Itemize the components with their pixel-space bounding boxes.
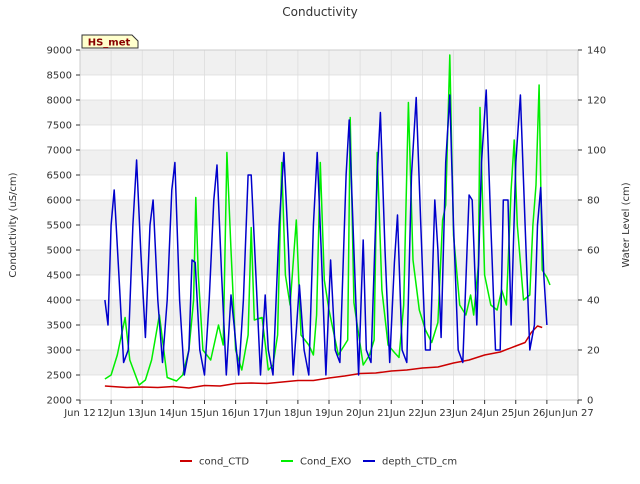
x-tick-label: 26Jun bbox=[533, 408, 561, 419]
x-axis-ticks: Jun 12 12Jun 13Jun 14Jun 15Jun 16Jun 17Jun 18Ju… bbox=[63, 400, 594, 419]
x-tick-label: 15Jun bbox=[190, 408, 218, 419]
right-tick-label: 100 bbox=[587, 146, 606, 157]
x-tick-label: 14Jun bbox=[159, 408, 187, 419]
right-tick-label: 20 bbox=[587, 346, 600, 357]
right-tick-label: 140 bbox=[587, 46, 606, 57]
legend: cond_CTD Cond_EXO depth_CTD_cm bbox=[180, 457, 457, 468]
x-tick-label: 18Jun bbox=[284, 408, 312, 419]
right-tick-label: 120 bbox=[587, 96, 606, 107]
x-tick-label: Jun 12 bbox=[63, 408, 96, 419]
x-tick-label: 13Jun bbox=[128, 408, 156, 419]
left-tick-label: 5500 bbox=[47, 221, 72, 232]
legend-label: depth_CTD_cm bbox=[382, 457, 457, 468]
left-tick-label: 4500 bbox=[47, 271, 72, 282]
left-tick-label: 7500 bbox=[47, 121, 72, 132]
legend-label: cond_CTD bbox=[199, 457, 249, 468]
x-tick-label: 21Jun bbox=[377, 408, 405, 419]
badge-box bbox=[81, 34, 139, 49]
x-tick-label: 23Jun bbox=[439, 408, 467, 419]
x-tick-label: 25Jun bbox=[502, 408, 530, 419]
station-badge: HS_met bbox=[81, 34, 139, 49]
right-axis-ticks: 0 20 40 60 80 100 120 140 bbox=[578, 46, 606, 407]
x-tick-label: 20Jun bbox=[346, 408, 374, 419]
right-tick-label: 60 bbox=[587, 246, 600, 257]
left-axis-ticks: 2000 2500 3000 3500 4000 4500 5000 5500 6000 6500… bbox=[47, 46, 80, 407]
x-tick-label: 19Jun bbox=[315, 408, 343, 419]
x-tick-label: 12Jun bbox=[97, 408, 125, 419]
series-line-Cond_EXO bbox=[104, 54, 551, 386]
left-tick-label: 3500 bbox=[47, 321, 72, 332]
left-tick-label: 3000 bbox=[47, 346, 72, 357]
right-tick-label: 0 bbox=[587, 396, 593, 407]
left-tick-label: 2000 bbox=[47, 396, 72, 407]
chart-title: Conductivity bbox=[282, 5, 357, 19]
left-tick-label: 2500 bbox=[47, 371, 72, 382]
right-axis-label: Water Level (cm) bbox=[621, 182, 632, 267]
legend-label: Cond_EXO bbox=[300, 457, 351, 468]
x-tick-label: Jun 27 bbox=[561, 408, 594, 419]
left-tick-label: 7000 bbox=[47, 146, 72, 157]
left-tick-label: 8500 bbox=[47, 71, 72, 82]
x-tick-label: 17Jun bbox=[253, 408, 281, 419]
left-axis-label: Conductivity (uS/cm) bbox=[8, 172, 19, 277]
series-line-depth_CTD_cm bbox=[104, 89, 548, 376]
left-tick-label: 4000 bbox=[47, 296, 72, 307]
x-tick-label: 24Jun bbox=[470, 408, 498, 419]
right-tick-label: 40 bbox=[587, 296, 600, 307]
right-tick-label: 80 bbox=[587, 196, 600, 207]
x-tick-label: 22Jun bbox=[408, 408, 436, 419]
badge-label: HS_met bbox=[88, 38, 131, 49]
left-tick-label: 6000 bbox=[47, 196, 72, 207]
left-tick-label: 8000 bbox=[47, 96, 72, 107]
series-layer bbox=[104, 54, 551, 389]
left-tick-label: 6500 bbox=[47, 171, 72, 182]
x-tick-label: 16Jun bbox=[221, 408, 249, 419]
left-tick-label: 5000 bbox=[47, 246, 72, 257]
left-tick-label: 9000 bbox=[47, 46, 72, 57]
series-line-cond_CTD bbox=[104, 325, 543, 389]
